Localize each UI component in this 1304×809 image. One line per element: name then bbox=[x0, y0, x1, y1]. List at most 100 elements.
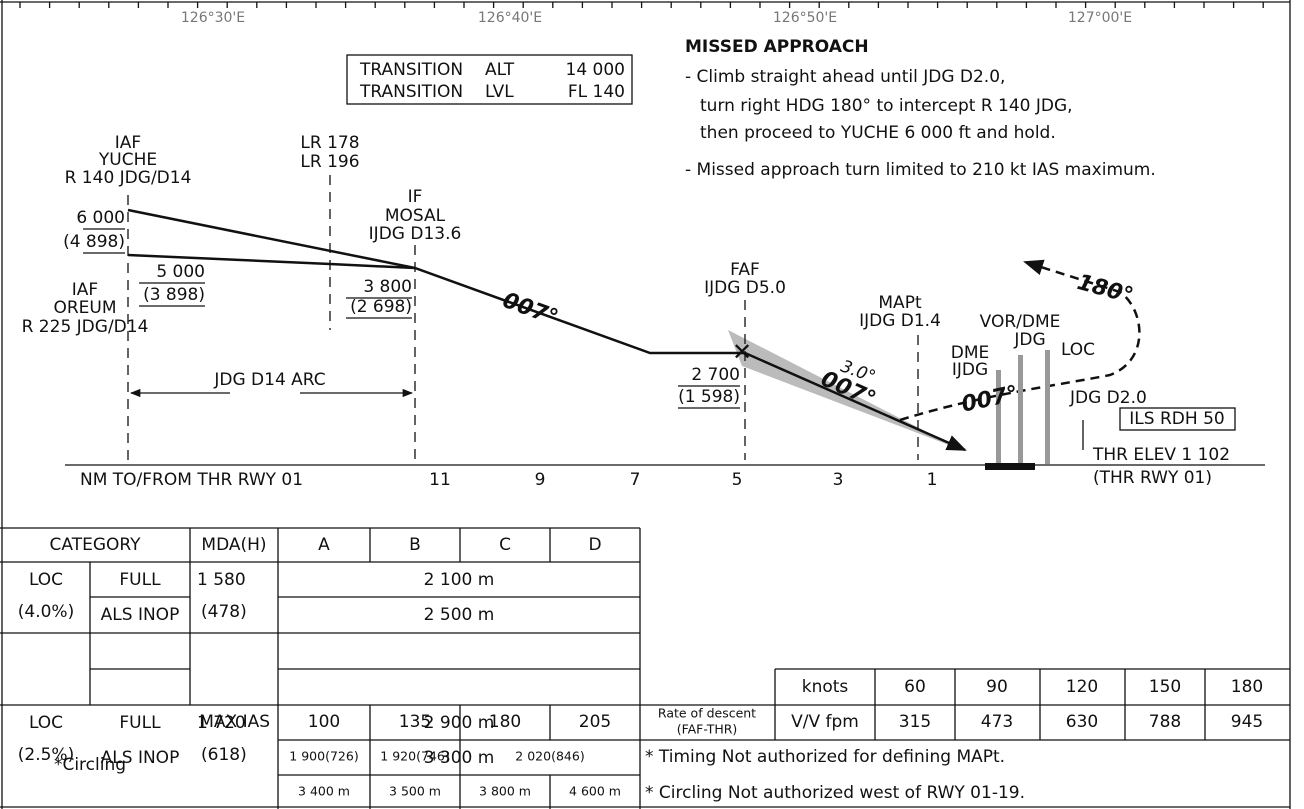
label: ALT bbox=[485, 60, 515, 80]
fix-label: LR 196 bbox=[300, 152, 359, 172]
label: 3 800 m bbox=[479, 784, 531, 799]
label: 788 bbox=[1149, 712, 1181, 732]
label: ALS INOP bbox=[101, 748, 180, 768]
fix-label: YUCHE bbox=[98, 150, 157, 170]
label: 473 bbox=[981, 712, 1013, 732]
antenna bbox=[996, 370, 1001, 464]
circling-label: *Circling bbox=[54, 755, 126, 775]
table-header: B bbox=[409, 535, 421, 555]
label: 14 000 bbox=[566, 60, 625, 80]
label: 2 500 m bbox=[424, 605, 495, 625]
fix-label: JDG D2.0 bbox=[1069, 388, 1147, 408]
label: V/V fpm bbox=[791, 712, 859, 732]
fix-label: IAF bbox=[72, 280, 98, 300]
altitude: 2 700 bbox=[691, 365, 740, 385]
label: LOC bbox=[29, 570, 63, 590]
course: 007° bbox=[959, 381, 1020, 417]
transition-box bbox=[346, 54, 633, 105]
arc-label: JDG D14 ARC bbox=[213, 370, 325, 390]
label: 60 bbox=[904, 677, 926, 697]
thr: THR ELEV 1 102 bbox=[1092, 445, 1230, 465]
fix-label: IJDG D13.6 bbox=[369, 224, 462, 244]
table-header: A bbox=[318, 535, 330, 555]
table-header: D bbox=[588, 535, 601, 555]
track bbox=[127, 253, 745, 355]
label: LVL bbox=[485, 82, 514, 102]
navaid: JDG bbox=[1013, 330, 1045, 350]
fix-label: MOSAL bbox=[385, 206, 446, 226]
antenna bbox=[1045, 350, 1050, 464]
distance: 11 bbox=[429, 470, 451, 490]
fix-label: R 140 JDG/D14 bbox=[65, 168, 192, 188]
label: 3 400 m bbox=[298, 784, 350, 799]
altitude-agl: (4 898) bbox=[63, 232, 125, 252]
table-header: MDA(H) bbox=[201, 535, 266, 555]
fix-label: OREUM bbox=[53, 298, 116, 318]
label: (4.0%) bbox=[18, 602, 74, 622]
label: 4 600 m bbox=[569, 784, 621, 799]
label: 315 bbox=[899, 712, 931, 732]
altitude-agl: (2 698) bbox=[350, 297, 412, 317]
label: 3 300 m bbox=[424, 748, 495, 768]
label: 120 bbox=[1066, 677, 1098, 697]
label: FULL bbox=[119, 713, 161, 733]
missed-title: MISSED APPROACH bbox=[685, 37, 869, 57]
navaid: DME bbox=[951, 343, 990, 363]
fix-label: IJDG D5.0 bbox=[704, 278, 786, 298]
rdh: ILS RDH 50 bbox=[1129, 409, 1224, 429]
missed-line: turn right HDG 180° to intercept R 140 J… bbox=[700, 96, 1073, 116]
runway bbox=[985, 463, 1035, 470]
missed-line: then proceed to YUCHE 6 000 ft and hold. bbox=[700, 123, 1056, 143]
course: 007° bbox=[499, 288, 561, 331]
table-header: CATEGORY bbox=[50, 535, 142, 555]
navaid: LOC bbox=[1061, 340, 1095, 360]
label: 90 bbox=[986, 677, 1008, 697]
label: 180 bbox=[489, 712, 521, 732]
note: * Timing Not authorized for defining MAP… bbox=[645, 747, 1005, 767]
label: 3 500 m bbox=[389, 784, 441, 799]
faf-cross: ✕ bbox=[732, 338, 752, 366]
longitude: 126°40'E bbox=[478, 10, 542, 26]
thr: (THR RWY 01) bbox=[1093, 468, 1212, 488]
label: 2 900 m bbox=[424, 713, 495, 733]
missed-line: - Missed approach turn limited to 210 kt… bbox=[685, 160, 1156, 180]
fix-label: LR 178 bbox=[300, 133, 359, 153]
longitude: 127°00'E bbox=[1068, 10, 1132, 26]
distance-label: NM TO/FROM THR RWY 01 bbox=[80, 470, 303, 490]
altitude: 5 000 bbox=[156, 262, 205, 282]
label: (618) bbox=[201, 745, 247, 765]
distance: 3 bbox=[833, 470, 844, 490]
altitude: 6 000 bbox=[76, 208, 125, 228]
label: 180 bbox=[1231, 677, 1263, 697]
table-header: C bbox=[499, 535, 511, 555]
label: TRANSITION bbox=[359, 60, 463, 80]
altitude-agl: (3 898) bbox=[143, 285, 205, 305]
fix-label: MAPt bbox=[878, 293, 922, 313]
label: FULL bbox=[119, 570, 161, 590]
label: 150 bbox=[1149, 677, 1181, 697]
label: (2.5%) bbox=[18, 745, 74, 765]
rdh-box bbox=[1119, 407, 1236, 431]
label: 135 bbox=[399, 712, 431, 732]
missed-line: - Climb straight ahead until JDG D2.0, bbox=[685, 67, 1005, 87]
label: 1 920(746) bbox=[380, 749, 449, 764]
altitude: 3 800 bbox=[363, 277, 412, 297]
fix-label: FAF bbox=[730, 260, 760, 280]
label: MAX IAS bbox=[199, 712, 270, 732]
label: 2 020(846) bbox=[515, 749, 584, 764]
distance: 7 bbox=[630, 470, 641, 490]
label: Rate of descent bbox=[658, 706, 756, 721]
label: knots bbox=[802, 677, 849, 697]
fix-label: IAF bbox=[115, 133, 141, 153]
label: FL 140 bbox=[568, 82, 625, 102]
label: 945 bbox=[1231, 712, 1263, 732]
navaid: VOR/DME bbox=[980, 312, 1061, 332]
distance: 9 bbox=[535, 470, 546, 490]
fix-label: IJDG D1.4 bbox=[859, 311, 941, 331]
longitude: 126°30'E bbox=[181, 10, 245, 26]
fix-label: IF bbox=[408, 187, 423, 207]
longitude: 126°50'E bbox=[773, 10, 837, 26]
antenna bbox=[1018, 355, 1023, 464]
track bbox=[127, 208, 416, 270]
